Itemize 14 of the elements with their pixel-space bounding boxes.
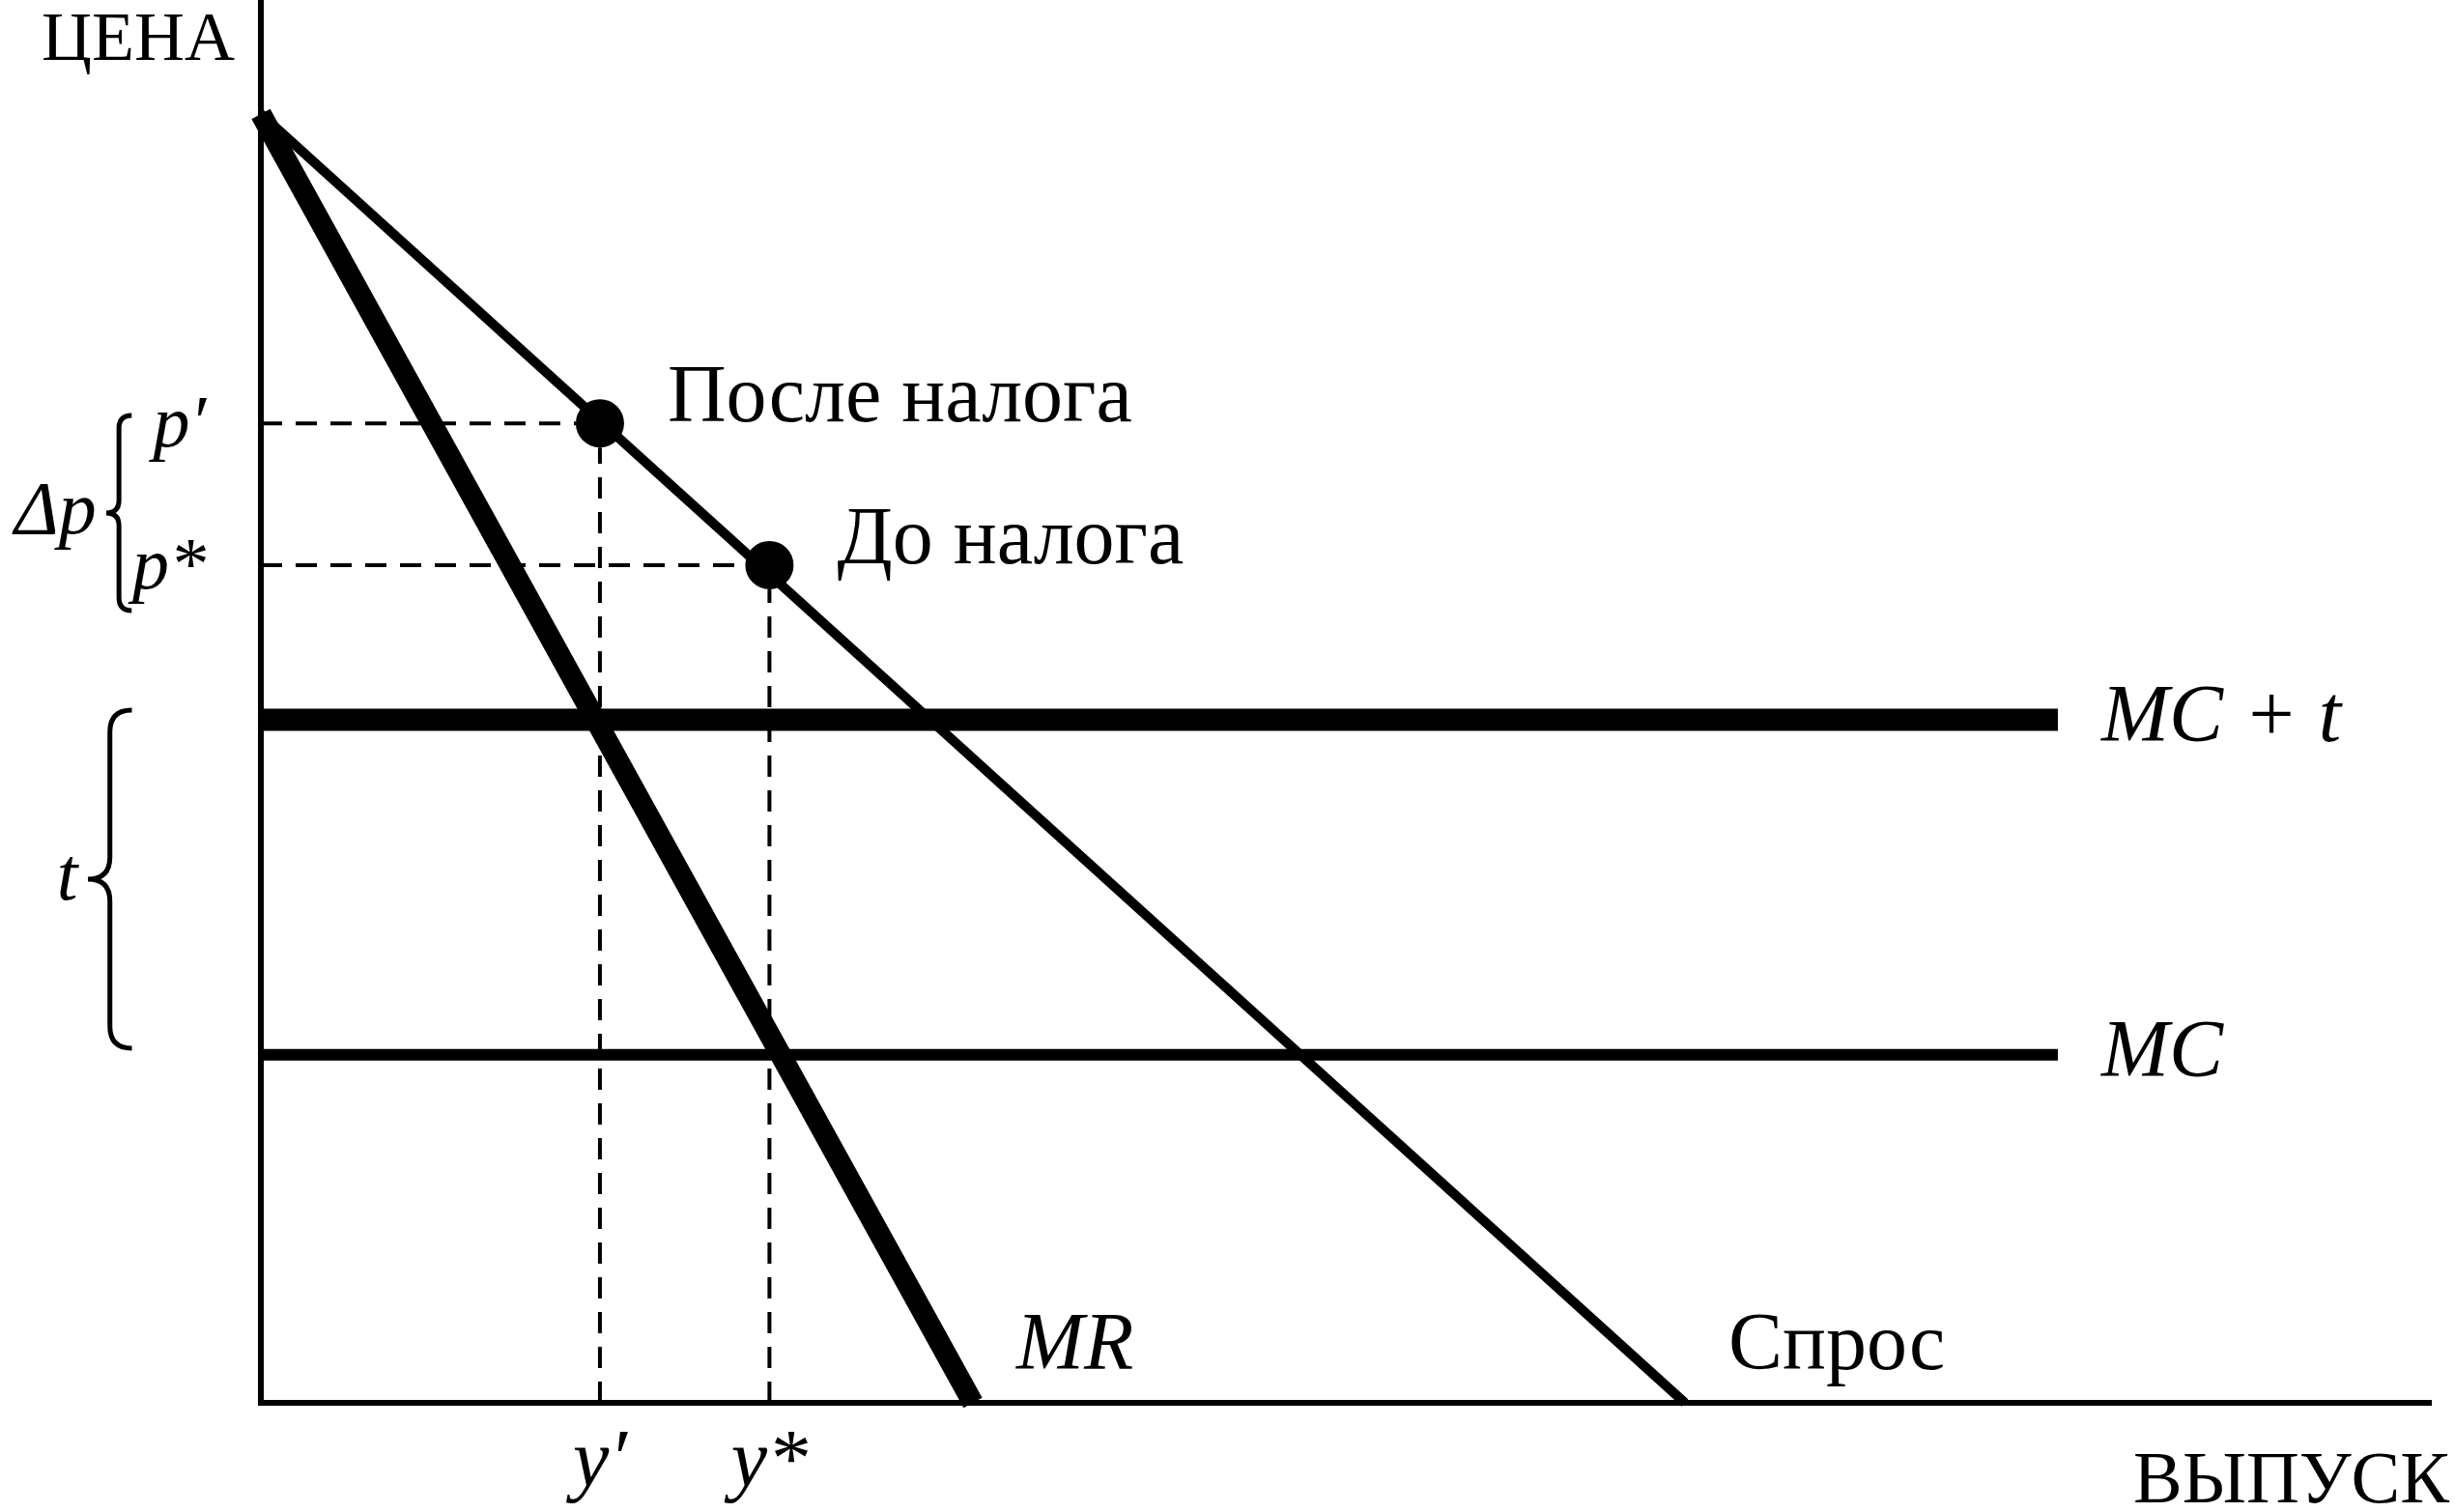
annotation: До налога [837,490,1185,581]
series-label: Спрос [1727,1297,1946,1386]
x-tick-label: y′ [565,1413,629,1504]
text: t [56,831,80,916]
series-label: MC + t [2099,669,2344,759]
ref-line-label: p* [128,522,206,604]
y-axis-title: ЦЕНА [42,0,235,75]
x-axis-title: ВЫПУСК [2132,1437,2450,1512]
annotation: После налога [667,349,1132,440]
ref-line-label: p′ [148,381,208,463]
series-label: MR [1014,1297,1134,1386]
series-label: MC [2099,1003,2224,1094]
text: Δp [11,465,97,550]
x-tick-label: y* [723,1413,809,1504]
